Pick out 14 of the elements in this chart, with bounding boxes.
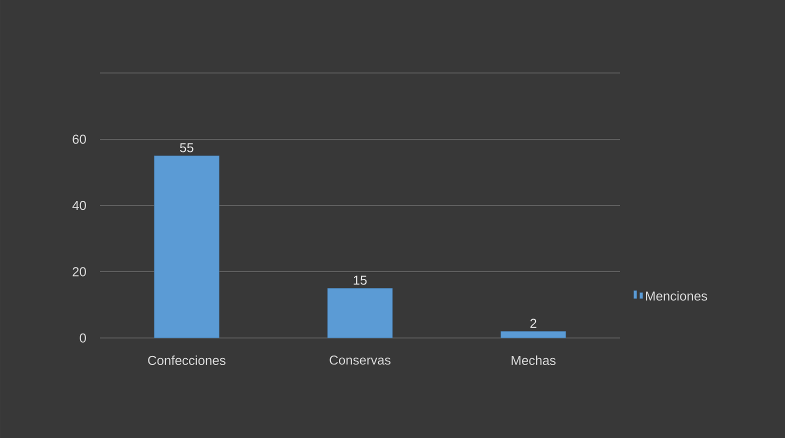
bar <box>327 288 393 338</box>
data-label: 15 <box>354 276 367 285</box>
y-tick-label: 40 <box>72 200 86 210</box>
y-tick-label: 60 <box>72 134 86 144</box>
y-tick-label: 20 <box>72 267 86 276</box>
bar <box>154 156 220 338</box>
x-tick-label: Mechas <box>512 356 556 366</box>
legend-label: Menciones <box>646 291 708 301</box>
data-label: 55 <box>180 143 194 152</box>
y-tick-label: 0 <box>80 333 86 343</box>
bar <box>500 331 566 338</box>
x-tick-label: Conservas <box>330 356 390 365</box>
x-tick-label: Confecciones <box>148 356 226 366</box>
data-label: 2 <box>530 318 536 328</box>
